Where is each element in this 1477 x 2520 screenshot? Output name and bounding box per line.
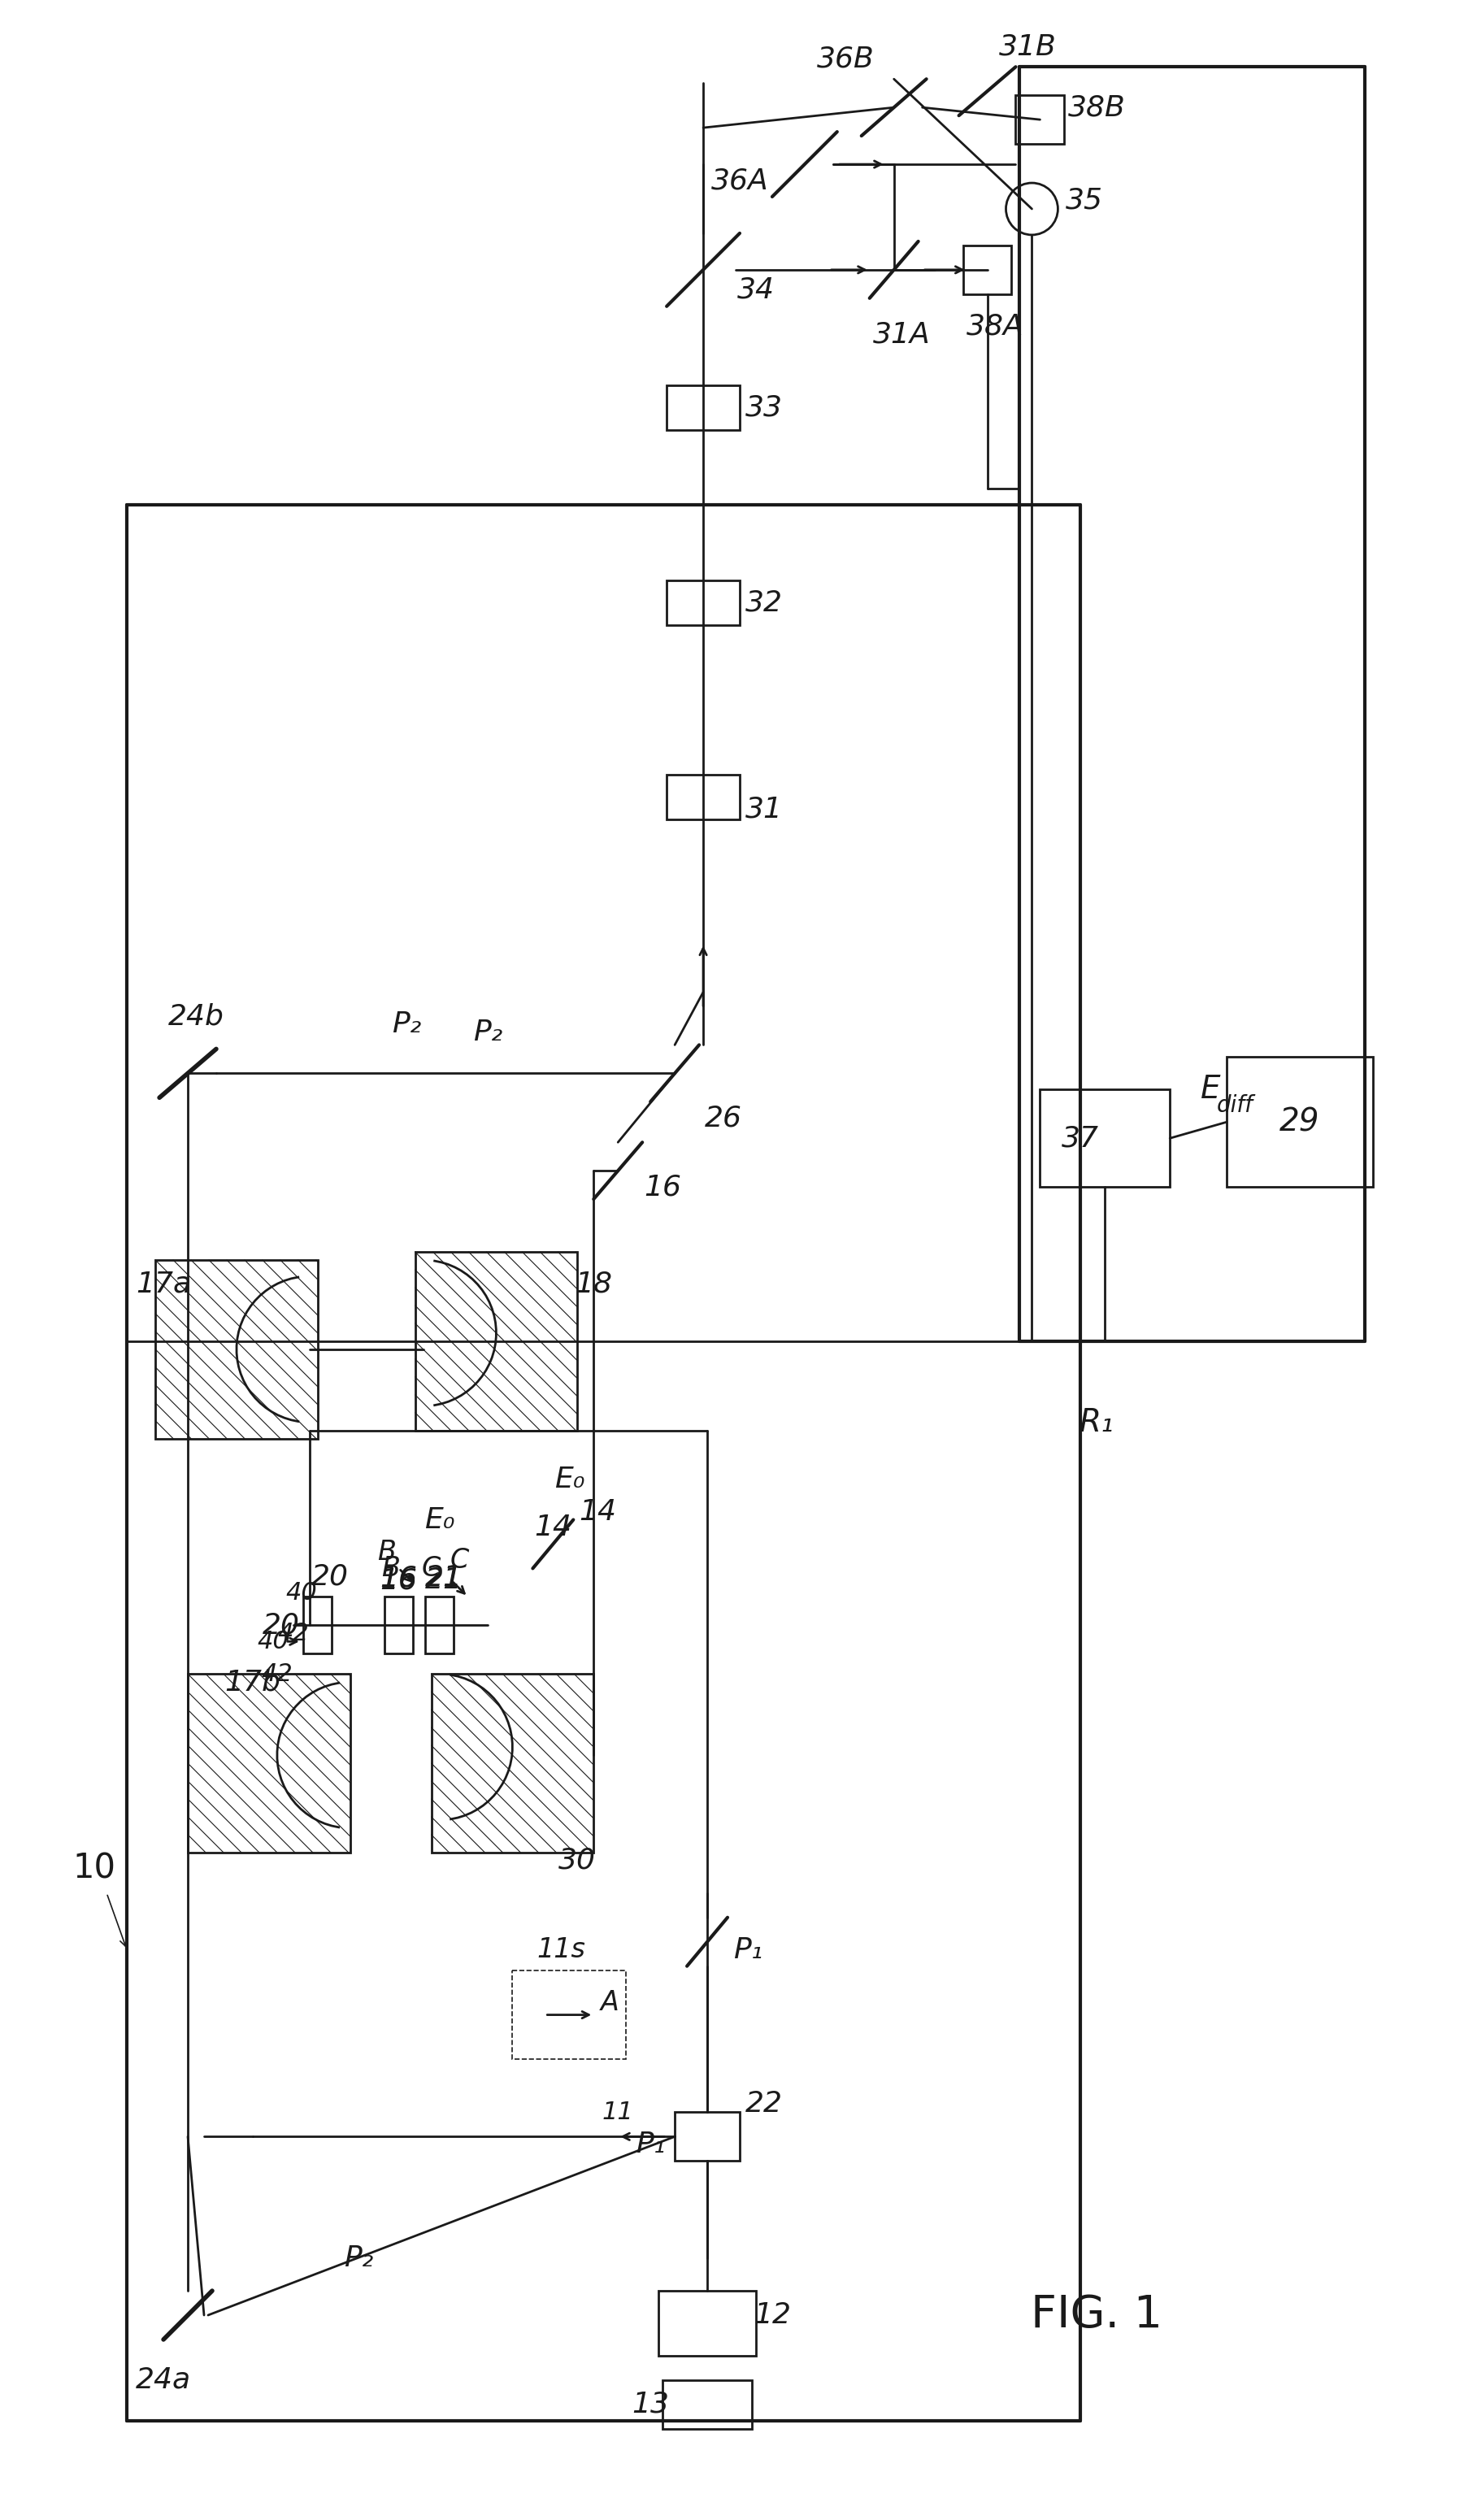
Bar: [513, 1971, 626, 2059]
Text: 37: 37: [1062, 1124, 1099, 1152]
Text: 32: 32: [746, 590, 783, 617]
Text: C: C: [450, 1547, 470, 1572]
Text: P₁: P₁: [733, 1935, 762, 1963]
Bar: [425, 1598, 453, 1653]
Text: E₀: E₀: [554, 1464, 585, 1492]
Text: 30: 30: [558, 1847, 597, 1875]
Bar: [303, 1598, 332, 1653]
Bar: [663, 2379, 752, 2429]
Bar: [1227, 1056, 1372, 1187]
Text: 38B: 38B: [1068, 93, 1125, 121]
Text: 11s: 11s: [536, 1935, 585, 1963]
Text: 36A: 36A: [710, 166, 768, 194]
Text: 16: 16: [380, 1567, 418, 1595]
Bar: [431, 1673, 594, 1852]
Text: 18: 18: [575, 1270, 613, 1298]
Bar: [1016, 96, 1065, 144]
Text: 42: 42: [278, 1620, 309, 1646]
Text: 16: 16: [380, 1565, 418, 1593]
Text: 14: 14: [579, 1497, 616, 1525]
Text: 31B: 31B: [998, 33, 1056, 60]
Text: B: B: [377, 1540, 396, 1565]
Text: FIG. 1: FIG. 1: [1031, 2293, 1162, 2336]
Text: P₂: P₂: [393, 1011, 421, 1038]
Text: 21: 21: [425, 1567, 462, 1595]
Text: 22: 22: [746, 2089, 783, 2117]
Text: 31A: 31A: [873, 320, 931, 348]
Text: 16: 16: [644, 1174, 681, 1200]
Text: 20: 20: [312, 1562, 349, 1590]
Bar: [415, 1252, 578, 1431]
Bar: [666, 386, 740, 431]
Bar: [188, 1673, 350, 1852]
Text: 24a: 24a: [136, 2366, 191, 2394]
Text: C: C: [422, 1555, 440, 1583]
Text: R₁: R₁: [1080, 1406, 1114, 1439]
Text: 12: 12: [753, 2301, 790, 2328]
Text: 13: 13: [632, 2391, 669, 2419]
Bar: [666, 776, 740, 819]
Text: P₁: P₁: [635, 2132, 665, 2160]
Text: 38A: 38A: [966, 312, 1024, 340]
Text: 36B: 36B: [817, 45, 874, 73]
Text: 40: 40: [285, 1580, 318, 1605]
Text: 40: 40: [257, 1630, 289, 1653]
Text: 17a: 17a: [136, 1270, 191, 1298]
Text: A: A: [601, 1988, 619, 2016]
Bar: [155, 1260, 318, 1439]
Bar: [666, 580, 740, 625]
Text: 34: 34: [737, 277, 774, 305]
Bar: [675, 2112, 740, 2162]
Bar: [1040, 1089, 1170, 1187]
Text: 26: 26: [705, 1104, 741, 1131]
Text: E₀: E₀: [424, 1507, 455, 1535]
Text: 35: 35: [1066, 186, 1103, 214]
Text: 11: 11: [603, 2102, 634, 2124]
Text: 10: 10: [72, 1852, 117, 1885]
Text: 21: 21: [425, 1565, 462, 1593]
Text: 17b: 17b: [225, 1668, 281, 1696]
Text: 29: 29: [1279, 1106, 1320, 1137]
Circle shape: [1006, 184, 1058, 234]
Text: 31: 31: [746, 796, 783, 824]
Text: B: B: [381, 1555, 400, 1583]
Text: 33: 33: [746, 393, 783, 421]
Text: P₂: P₂: [344, 2245, 374, 2273]
Text: 24b: 24b: [168, 1003, 225, 1031]
Bar: [384, 1598, 414, 1653]
Text: 20: 20: [263, 1610, 300, 1638]
Text: P₂: P₂: [473, 1018, 502, 1046]
Bar: [659, 2291, 756, 2356]
Text: E: E: [1201, 1074, 1220, 1104]
Bar: [963, 244, 1012, 295]
Text: diff: diff: [1217, 1094, 1252, 1116]
Text: 14: 14: [535, 1515, 572, 1542]
Text: 42: 42: [261, 1663, 292, 1686]
